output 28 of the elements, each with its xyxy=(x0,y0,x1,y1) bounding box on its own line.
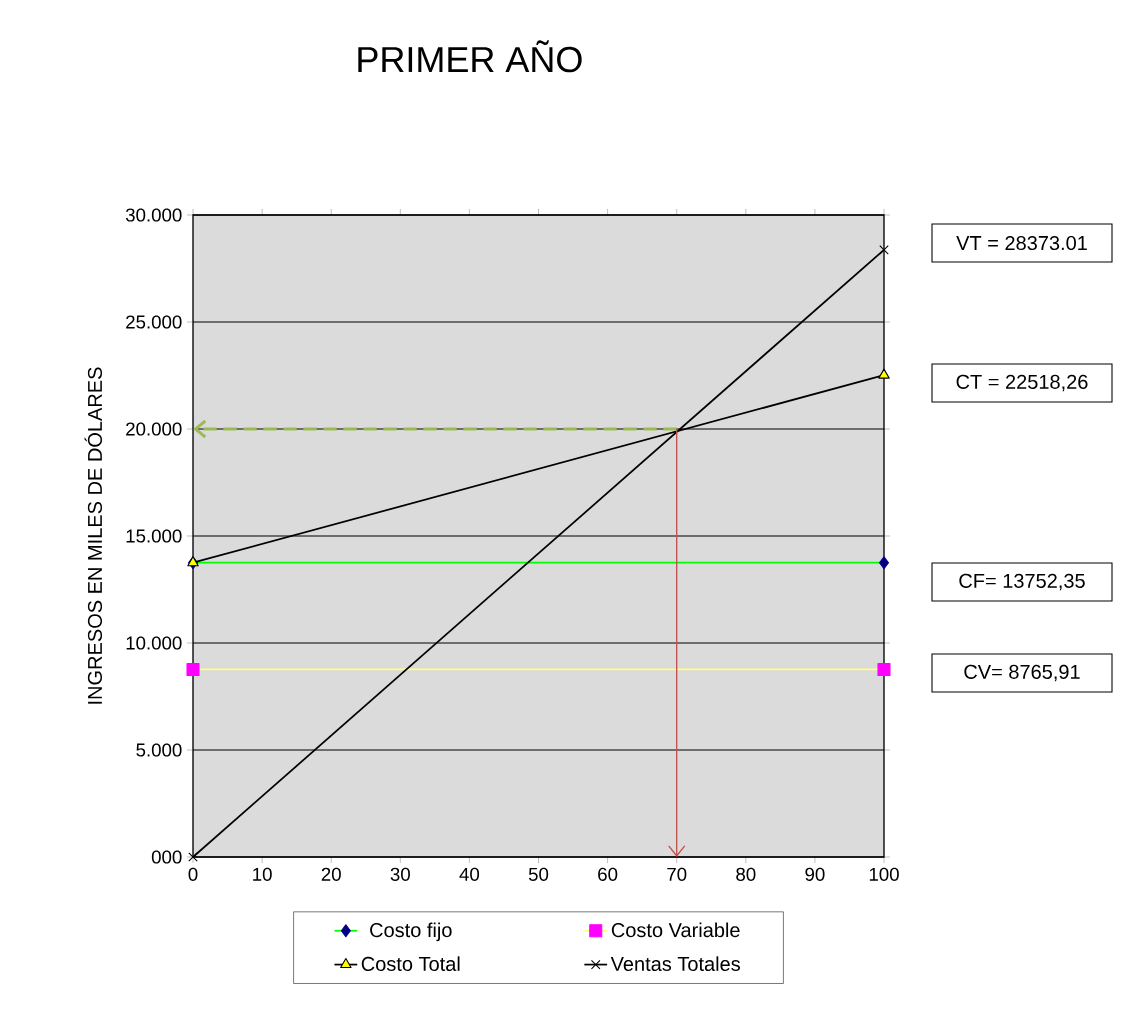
x-tick-label: 20 xyxy=(321,867,341,881)
y-tick-label: 5.000 xyxy=(136,743,182,757)
y-tick-label: 000 xyxy=(151,850,182,864)
x-tick-label: 30 xyxy=(390,867,410,881)
x-tick-label: 0 xyxy=(188,867,198,881)
legend-label: Ventas Totales xyxy=(610,956,740,972)
x-tick-label: 80 xyxy=(736,867,756,881)
x-tick-label: 40 xyxy=(459,867,480,881)
x-tick-label: 90 xyxy=(805,867,825,881)
x-tick-label: 70 xyxy=(667,867,687,881)
x-tick-label: 100 xyxy=(869,867,899,881)
text: CT = 22518,26 xyxy=(956,374,1088,392)
chart-title: PRIMER AÑO xyxy=(358,40,582,73)
text: VT = 28373.01 xyxy=(956,235,1087,251)
y-tick-label: 30.000 xyxy=(125,208,182,222)
y-tick-label: 10.000 xyxy=(126,636,182,650)
x-tick-label: 10 xyxy=(253,867,272,881)
y-axis-title: INGRESOS EN MILES DE DÓLARES xyxy=(84,367,103,704)
legend-label: Costo fijo xyxy=(370,922,452,942)
legend-label: Costo Total xyxy=(361,956,460,972)
legend-label: Costo Variable xyxy=(611,922,740,938)
text: CV= 8765,91 xyxy=(964,664,1080,682)
y-tick-label: 15.000 xyxy=(126,529,182,543)
x-tick-label: 50 xyxy=(528,867,549,881)
y-tick-label: 25.000 xyxy=(126,315,182,329)
x-tick-label: 60 xyxy=(598,867,618,881)
text: CF= 13752,35 xyxy=(959,573,1085,591)
y-tick-label: 20.000 xyxy=(126,422,182,436)
